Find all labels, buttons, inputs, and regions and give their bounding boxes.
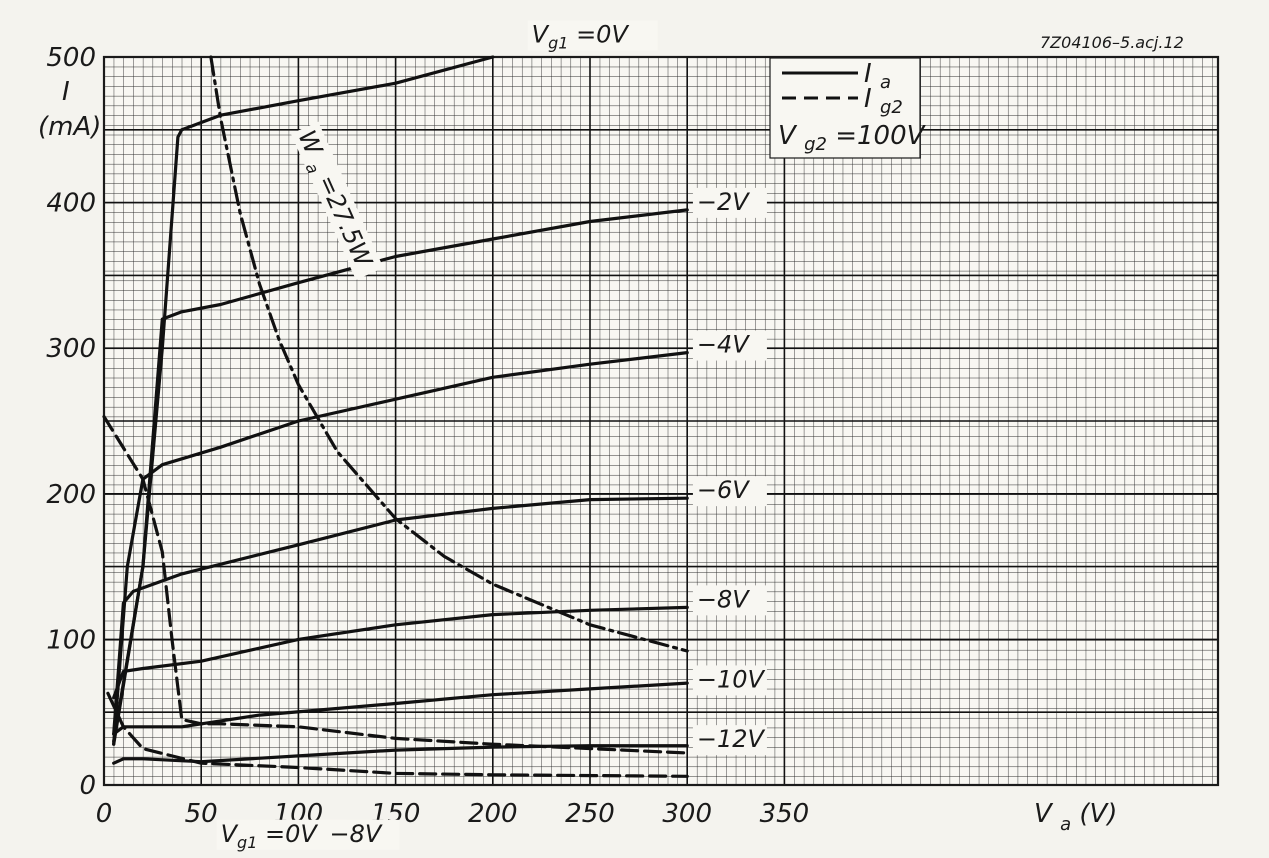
series-line [112,496,689,736]
legend-box [769,57,921,159]
x-tick-label: 250 [565,799,615,829]
svg-text:I g2: I g2 [864,84,903,118]
x-tick-labels: 0 50 100 150 200 250 300 350 [96,799,809,829]
series-line [209,55,689,653]
curve-label: −2V [697,188,750,216]
figure-code: 7Z04106–5.acj.12 [1040,33,1184,52]
x-axis-label: V [1034,799,1054,829]
series-line [106,691,689,778]
series-line [102,415,689,755]
y-axis-label: I [62,77,70,107]
x-tick-label: 0 [96,799,113,829]
svg-text:V g2 =100V: V g2 =100V [778,121,927,157]
curve-label: Vg1 =0V [532,20,630,52]
x-tick-label: 50 [185,799,218,829]
curve-label: −6V [697,476,750,504]
y-tick-label: 300 [46,334,96,364]
legend-entry-ig2: I [864,84,872,114]
curve-label-bg [692,665,767,696]
svg-text:I a: I a [864,59,891,93]
y-axis-unit: (mA) [38,112,101,142]
x-tick-label: 350 [760,799,810,829]
series-line [112,208,689,746]
y-tick-label: 500 [46,43,96,73]
curve-label-bg [692,330,767,361]
x-tick-label: 300 [662,799,712,829]
x-axis-title: V a (V) [1034,799,1117,837]
y-tick-label: 200 [46,480,96,510]
curve-label: −8V [330,820,383,848]
curve-label: −12V [697,725,766,753]
curve-label-bg [692,585,767,616]
curve-label-bg [692,187,767,218]
curve-label-bg [527,20,658,51]
y-tick-labels: 0 100 200 300 400 500 [46,43,96,801]
x-axis-label-sub: a [1060,814,1071,835]
legend-condition: V [778,121,798,151]
legend: I a I g2 V g2 =100V [769,57,927,159]
curve-label: −8V [697,585,750,613]
legend-entry-ia: I [864,59,872,89]
curve-label: −4V [697,331,750,359]
series-line [112,351,689,746]
x-axis-unit: (V) [1079,799,1117,829]
curve-label: Vg1 =0V [221,820,319,852]
curve-label-bg [692,476,767,507]
curve-label-bg [692,725,767,756]
curve-label-bg [216,819,347,850]
svg-text:V a (V): V a (V) [1034,799,1117,837]
plot-border [102,55,1220,787]
y-tick-label: 100 [46,625,96,655]
series-line [112,681,689,736]
curve-labels: Vg1 =0V −2V −4V −6V −8V −10V −12V Vg1 =0V −8V [216,20,767,852]
y-tick-label: 0 [79,771,96,801]
y-tick-label: 400 [46,189,96,219]
curve-label-bg [325,819,400,850]
curve-label: −10V [697,665,766,693]
x-tick-label: 200 [468,799,518,829]
series-layer [102,55,689,778]
